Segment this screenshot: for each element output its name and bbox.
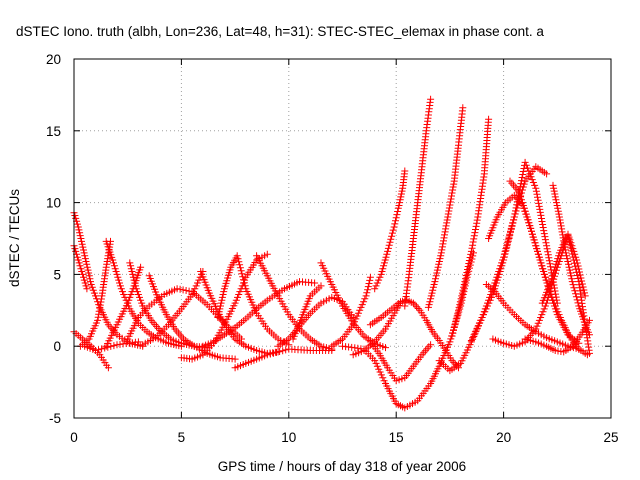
x-tick-label: 10 — [281, 430, 296, 445]
x-tick-label: 25 — [603, 430, 618, 445]
y-tick-label: 5 — [53, 267, 61, 282]
x-tick-label: 5 — [178, 430, 186, 445]
y-axis-label: dSTEC / TECUs — [7, 189, 22, 287]
data-arc — [231, 345, 336, 372]
x-tick-label: 20 — [496, 430, 511, 445]
data-arc — [274, 293, 357, 350]
data-arc — [448, 115, 493, 340]
plus-markers — [102, 263, 145, 350]
y-axis-ticks: -5 0 5 10 15 20 — [46, 52, 611, 426]
x-axis-ticks: 0 5 10 15 20 25 — [70, 59, 619, 445]
data-arc — [538, 230, 589, 307]
plot-frame — [73, 58, 612, 419]
data-arc — [371, 167, 409, 293]
data-arc — [289, 282, 325, 343]
data-arc — [401, 95, 435, 310]
x-tick-label: 0 — [70, 430, 78, 445]
plus-markers — [538, 230, 589, 307]
plus-markers — [214, 252, 293, 349]
data-arc — [366, 296, 462, 372]
data-arc — [102, 263, 145, 350]
data-arc — [366, 338, 435, 385]
plus-markers — [199, 278, 319, 350]
plus-markers — [289, 282, 325, 343]
plus-markers — [448, 115, 493, 340]
data-arc — [81, 338, 142, 354]
plus-markers — [549, 181, 593, 339]
y-tick-label: 20 — [46, 52, 61, 67]
data-arc — [199, 278, 319, 350]
plus-markers — [231, 345, 336, 372]
data-arc — [139, 268, 207, 349]
y-tick-label: 15 — [46, 124, 61, 139]
x-axis-label: GPS time / hours of day 318 of year 2006 — [218, 459, 466, 474]
data-arc — [549, 181, 593, 339]
plus-markers — [366, 338, 435, 385]
y-tick-label: 0 — [53, 339, 61, 354]
y-tick-label: -5 — [49, 411, 61, 426]
plus-markers — [401, 95, 435, 310]
grid-lines — [74, 59, 611, 418]
data-arc — [424, 104, 467, 311]
plus-markers — [139, 268, 207, 349]
chart-title: dSTEC Iono. truth (albh, Lon=236, Lat=48… — [16, 24, 544, 39]
plus-markers — [274, 293, 357, 350]
plus-markers — [366, 296, 462, 372]
plus-markers — [371, 167, 409, 293]
y-tick-label: 10 — [46, 196, 61, 211]
plus-markers — [81, 338, 142, 354]
data-arc — [214, 252, 293, 349]
x-tick-label: 15 — [389, 430, 404, 445]
data-arc — [328, 273, 374, 350]
data-points — [70, 95, 593, 412]
plus-markers — [328, 273, 374, 350]
plus-markers — [424, 104, 467, 311]
